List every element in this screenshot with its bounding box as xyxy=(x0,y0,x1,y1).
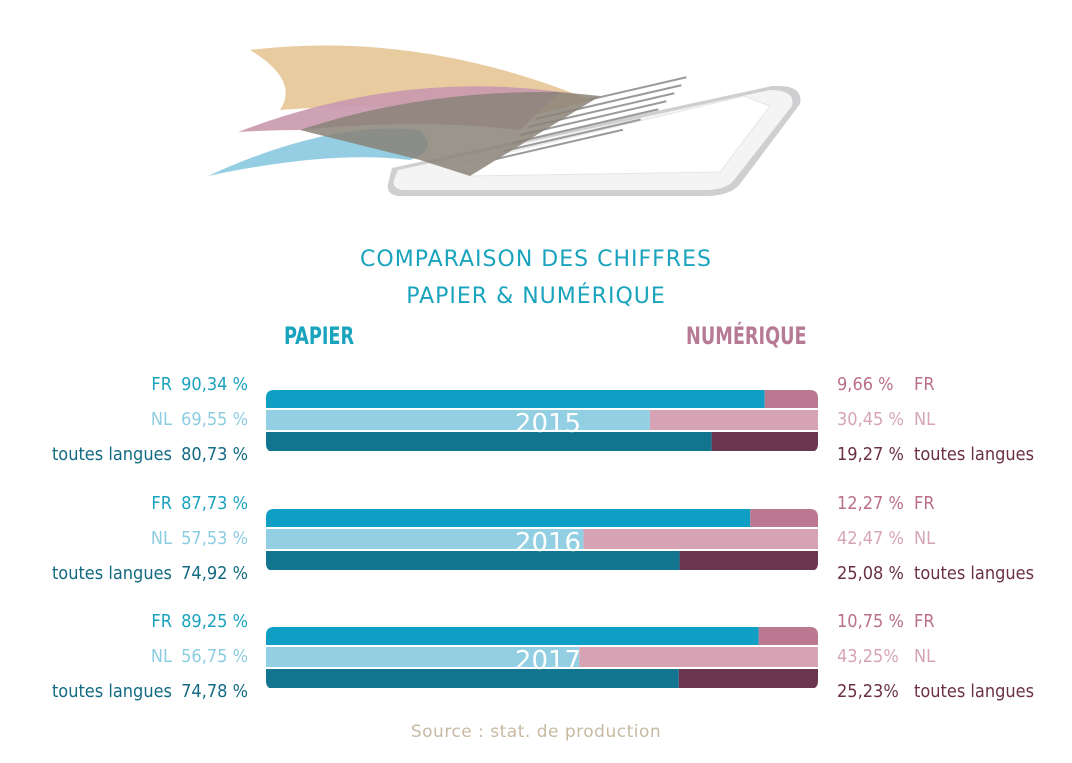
year-label-2015: 2015 xyxy=(515,409,581,439)
bar-paper-2017-nl xyxy=(266,647,580,667)
bar-paper-2016-fr xyxy=(266,509,751,527)
bar-paper-2015-nl xyxy=(266,410,650,430)
row-separator xyxy=(262,570,822,572)
digital-value-2017-all: 25,23% xyxy=(837,681,899,702)
bar-paper-2015-fr xyxy=(266,390,765,408)
paper-value-2016-all: 74,92 % xyxy=(181,563,248,584)
row-separator xyxy=(262,430,822,432)
bar-paper-2017-all xyxy=(266,669,679,688)
bar-paper-2015-all xyxy=(266,432,712,451)
row-label-left-all: toutes langues xyxy=(51,444,172,465)
book-to-tablet-illustration xyxy=(208,45,801,196)
row-separator xyxy=(262,667,822,669)
row-label-right-fr: FR xyxy=(914,374,935,395)
row-label-left-fr: FR xyxy=(151,493,172,514)
bar-digital-2015-nl xyxy=(649,410,818,430)
year-label-2016: 2016 xyxy=(515,528,581,558)
bar-paper-2017-fr xyxy=(266,627,759,645)
row-label-right-all: toutes langues xyxy=(914,563,1035,584)
source-note: Source : stat. de production xyxy=(410,722,662,742)
bar-left-cap xyxy=(260,509,274,571)
row-label-left-fr: FR xyxy=(151,374,172,395)
paper-value-2017-nl: 56,75 % xyxy=(181,646,248,667)
paper-sheet-grey xyxy=(300,91,600,176)
row-separator xyxy=(262,688,822,690)
row-label-right-fr: FR xyxy=(914,611,935,632)
bar-paper-2016-all xyxy=(266,551,680,570)
bar-digital-2017-fr xyxy=(758,627,818,645)
chart-title-line1: COMPARAISON DES CHIFFRES xyxy=(360,247,712,272)
digital-value-2015-fr: 9,66 % xyxy=(837,374,894,395)
row-label-left-nl: NL xyxy=(150,528,172,549)
row-separator xyxy=(262,408,822,410)
bar-paper-2016-nl xyxy=(266,529,584,549)
digital-value-2017-fr: 10,75 % xyxy=(837,611,904,632)
row-label-right-nl: NL xyxy=(914,528,936,549)
header-numerique: NUMÉRIQUE xyxy=(686,322,807,350)
bar-right-cap xyxy=(810,627,824,689)
row-label-left-all: toutes langues xyxy=(51,681,172,702)
digital-value-2017-nl: 43,25% xyxy=(837,646,899,667)
bar-right-cap xyxy=(810,390,824,452)
header-papier: PAPIER xyxy=(284,322,355,350)
row-separator xyxy=(262,451,822,453)
bar-left-cap xyxy=(260,390,274,452)
digital-value-2016-all: 25,08 % xyxy=(837,563,904,584)
paper-value-2017-fr: 89,25 % xyxy=(181,611,248,632)
row-separator xyxy=(262,527,822,529)
digital-value-2016-fr: 12,27 % xyxy=(837,493,904,514)
digital-value-2015-nl: 30,45 % xyxy=(837,409,904,430)
chart-title-line2: PAPIER & NUMÉRIQUE xyxy=(406,284,666,309)
paper-value-2017-all: 74,78 % xyxy=(181,681,248,702)
paper-value-2015-all: 80,73 % xyxy=(181,444,248,465)
row-label-left-all: toutes langues xyxy=(51,563,172,584)
row-label-right-fr: FR xyxy=(914,493,935,514)
bar-digital-2016-nl xyxy=(583,529,818,549)
row-label-left-fr: FR xyxy=(151,611,172,632)
row-label-left-nl: NL xyxy=(150,409,172,430)
bar-digital-2015-fr xyxy=(764,390,818,408)
row-label-right-nl: NL xyxy=(914,646,936,667)
bar-digital-2016-fr xyxy=(750,509,818,527)
digital-value-2016-nl: 42,47 % xyxy=(837,528,904,549)
paper-value-2015-nl: 69,55 % xyxy=(181,409,248,430)
bar-digital-2015-all xyxy=(711,432,818,451)
bar-digital-2016-all xyxy=(679,551,818,570)
row-label-right-nl: NL xyxy=(914,409,936,430)
paper-value-2016-fr: 87,73 % xyxy=(181,493,248,514)
bar-left-cap xyxy=(260,627,274,689)
row-separator xyxy=(262,645,822,647)
bar-right-cap xyxy=(810,509,824,571)
row-label-right-all: toutes langues xyxy=(914,681,1035,702)
paper-value-2016-nl: 57,53 % xyxy=(181,528,248,549)
bar-digital-2017-nl xyxy=(579,647,818,667)
row-label-right-all: toutes langues xyxy=(914,444,1035,465)
row-label-left-nl: NL xyxy=(150,646,172,667)
bar-digital-2017-all xyxy=(678,669,818,688)
row-separator xyxy=(262,549,822,551)
year-label-2017: 2017 xyxy=(515,646,581,676)
digital-value-2015-all: 19,27 % xyxy=(837,444,904,465)
paper-value-2015-fr: 90,34 % xyxy=(181,374,248,395)
tablet-icon xyxy=(387,76,801,196)
